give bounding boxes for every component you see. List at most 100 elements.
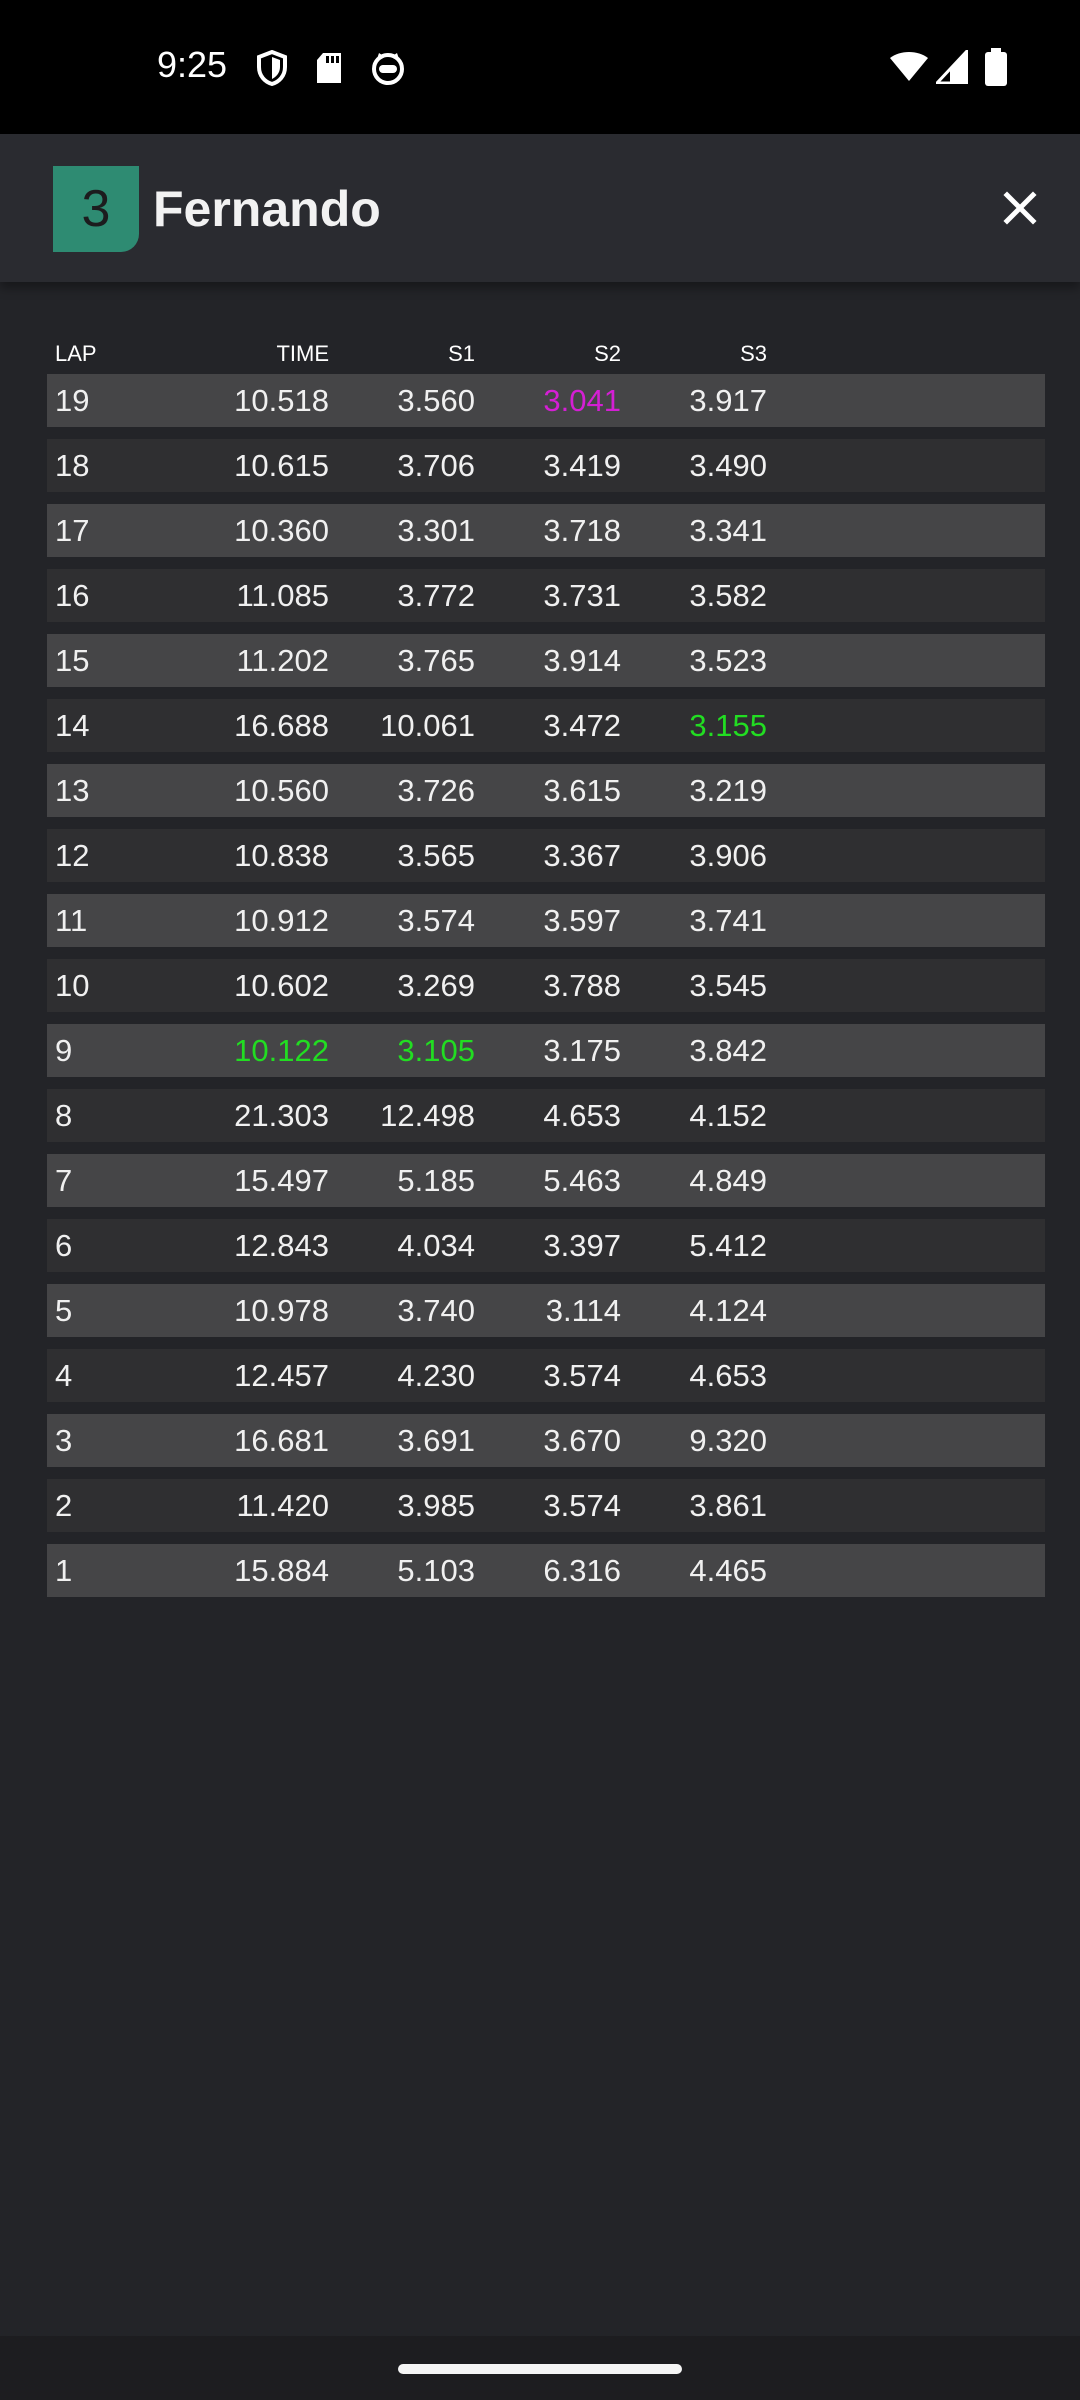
cell-s2: 3.615 bbox=[543, 773, 621, 808]
close-icon bbox=[1003, 191, 1037, 225]
cell-lap: 10 bbox=[55, 968, 90, 1003]
cell-s2: 3.419 bbox=[543, 448, 621, 483]
cell-s3: 4.152 bbox=[689, 1098, 767, 1133]
home-indicator[interactable] bbox=[398, 2364, 682, 2374]
cell-time: 21.303 bbox=[234, 1098, 329, 1133]
cell-s1: 3.105 bbox=[397, 1033, 475, 1068]
table-row: 9 10.122 3.105 3.175 3.842 bbox=[47, 1024, 1045, 1077]
cell-signal-icon bbox=[936, 50, 968, 84]
cell-time: 10.560 bbox=[234, 773, 329, 808]
cell-s2: 3.914 bbox=[543, 643, 621, 678]
cell-s2: 3.670 bbox=[543, 1423, 621, 1458]
cell-s3: 5.412 bbox=[689, 1228, 767, 1263]
lap-times-table: LAP TIME S1 S2 S3 19 10.518 3.560 3.041 3.91… bbox=[47, 340, 1045, 1609]
cell-lap: 14 bbox=[55, 708, 90, 743]
cell-s3: 3.582 bbox=[689, 578, 767, 613]
cell-s1: 3.691 bbox=[397, 1423, 475, 1458]
cell-lap: 18 bbox=[55, 448, 90, 483]
table-row: 4 12.457 4.230 3.574 4.653 bbox=[47, 1349, 1045, 1402]
cell-s2: 3.367 bbox=[543, 838, 621, 873]
table-header: LAP TIME S1 S2 S3 bbox=[47, 340, 1045, 370]
cell-s1: 3.726 bbox=[397, 773, 475, 808]
cell-s2: 3.114 bbox=[545, 1293, 621, 1328]
cell-lap: 5 bbox=[55, 1293, 73, 1328]
cell-s3: 3.917 bbox=[689, 383, 767, 418]
cell-time: 10.122 bbox=[234, 1033, 329, 1068]
column-header-s3: S3 bbox=[740, 341, 767, 366]
table-row: 5 10.978 3.740 3.114 4.124 bbox=[47, 1284, 1045, 1337]
cell-time: 10.360 bbox=[234, 513, 329, 548]
column-header-s1: S1 bbox=[448, 341, 475, 366]
cat-face-icon bbox=[372, 53, 404, 85]
cell-lap: 15 bbox=[55, 643, 90, 678]
cell-lap: 19 bbox=[55, 383, 90, 418]
cell-time: 11.085 bbox=[236, 578, 329, 613]
column-header-time: TIME bbox=[276, 341, 329, 366]
table-row: 19 10.518 3.560 3.041 3.917 bbox=[47, 374, 1045, 427]
cell-lap: 4 bbox=[55, 1358, 73, 1393]
cell-s3: 3.523 bbox=[689, 643, 767, 678]
cell-time: 10.838 bbox=[234, 838, 329, 873]
cell-s1: 3.740 bbox=[397, 1293, 475, 1328]
cell-s2: 3.175 bbox=[543, 1033, 621, 1068]
cell-time: 10.912 bbox=[234, 903, 329, 938]
navigation-bar bbox=[0, 2336, 1080, 2400]
table-row: 10 10.602 3.269 3.788 3.545 bbox=[47, 959, 1045, 1012]
cell-s3: 4.124 bbox=[689, 1293, 767, 1328]
cell-time: 10.615 bbox=[234, 448, 329, 483]
table-row: 8 21.303 12.498 4.653 4.152 bbox=[47, 1089, 1045, 1142]
cell-s1: 3.574 bbox=[397, 903, 475, 938]
cell-lap: 3 bbox=[55, 1423, 73, 1458]
cell-s3: 3.219 bbox=[689, 773, 767, 808]
cell-s3: 3.842 bbox=[689, 1033, 767, 1068]
cell-s1: 5.103 bbox=[397, 1553, 475, 1588]
cell-s1: 3.269 bbox=[397, 968, 475, 1003]
cell-s2: 3.597 bbox=[543, 903, 621, 938]
cell-s2: 3.041 bbox=[543, 383, 621, 418]
table-row: 3 16.681 3.691 3.670 9.320 bbox=[47, 1414, 1045, 1467]
driver-header: 3 Fernando bbox=[0, 134, 1080, 282]
cell-time: 11.202 bbox=[236, 643, 329, 678]
table-body: 19 10.518 3.560 3.041 3.917 18 10.615 3.706 3.41… bbox=[47, 374, 1045, 1597]
cell-s2: 4.653 bbox=[543, 1098, 621, 1133]
cell-s2: 3.731 bbox=[543, 578, 621, 613]
status-time: 9:25 bbox=[157, 44, 228, 85]
cell-s3: 3.490 bbox=[689, 448, 767, 483]
cell-s1: 3.565 bbox=[397, 838, 475, 873]
cell-lap: 16 bbox=[55, 578, 90, 613]
cell-s3: 4.465 bbox=[689, 1553, 767, 1588]
cell-time: 10.602 bbox=[234, 968, 329, 1003]
table-row: 18 10.615 3.706 3.419 3.490 bbox=[47, 439, 1045, 492]
cell-lap: 6 bbox=[55, 1228, 73, 1263]
cell-time: 10.978 bbox=[234, 1293, 329, 1328]
cell-s3: 3.906 bbox=[689, 838, 767, 873]
sd-card-icon bbox=[317, 53, 341, 83]
shield-icon bbox=[257, 50, 287, 86]
cell-lap: 13 bbox=[55, 773, 90, 808]
cell-s2: 3.472 bbox=[543, 708, 621, 743]
cell-time: 12.843 bbox=[234, 1228, 329, 1263]
close-button[interactable] bbox=[990, 178, 1050, 238]
table-row: 2 11.420 3.985 3.574 3.861 bbox=[47, 1479, 1045, 1532]
table-row: 15 11.202 3.765 3.914 3.523 bbox=[47, 634, 1045, 687]
cell-s3: 3.341 bbox=[689, 513, 767, 548]
cell-s1: 3.560 bbox=[397, 383, 475, 418]
table-row: 11 10.912 3.574 3.597 3.741 bbox=[47, 894, 1045, 947]
cell-time: 15.497 bbox=[234, 1163, 329, 1198]
driver-name: Fernando bbox=[153, 181, 381, 237]
cell-s1: 10.061 bbox=[380, 708, 475, 743]
cell-s3: 3.861 bbox=[689, 1488, 767, 1523]
cell-s2: 3.574 bbox=[543, 1358, 621, 1393]
cell-lap: 12 bbox=[55, 838, 90, 873]
cell-s1: 3.765 bbox=[397, 643, 475, 678]
cell-s2: 3.788 bbox=[543, 968, 621, 1003]
column-header-s2: S2 bbox=[594, 341, 621, 366]
cell-lap: 11 bbox=[55, 903, 88, 938]
table-row: 16 11.085 3.772 3.731 3.582 bbox=[47, 569, 1045, 622]
cell-time: 10.518 bbox=[234, 383, 329, 418]
cell-s2: 3.397 bbox=[543, 1228, 621, 1263]
cell-time: 16.681 bbox=[234, 1423, 329, 1458]
table-row: 1 15.884 5.103 6.316 4.465 bbox=[47, 1544, 1045, 1597]
cell-s2: 5.463 bbox=[543, 1163, 621, 1198]
table-row: 17 10.360 3.301 3.718 3.341 bbox=[47, 504, 1045, 557]
